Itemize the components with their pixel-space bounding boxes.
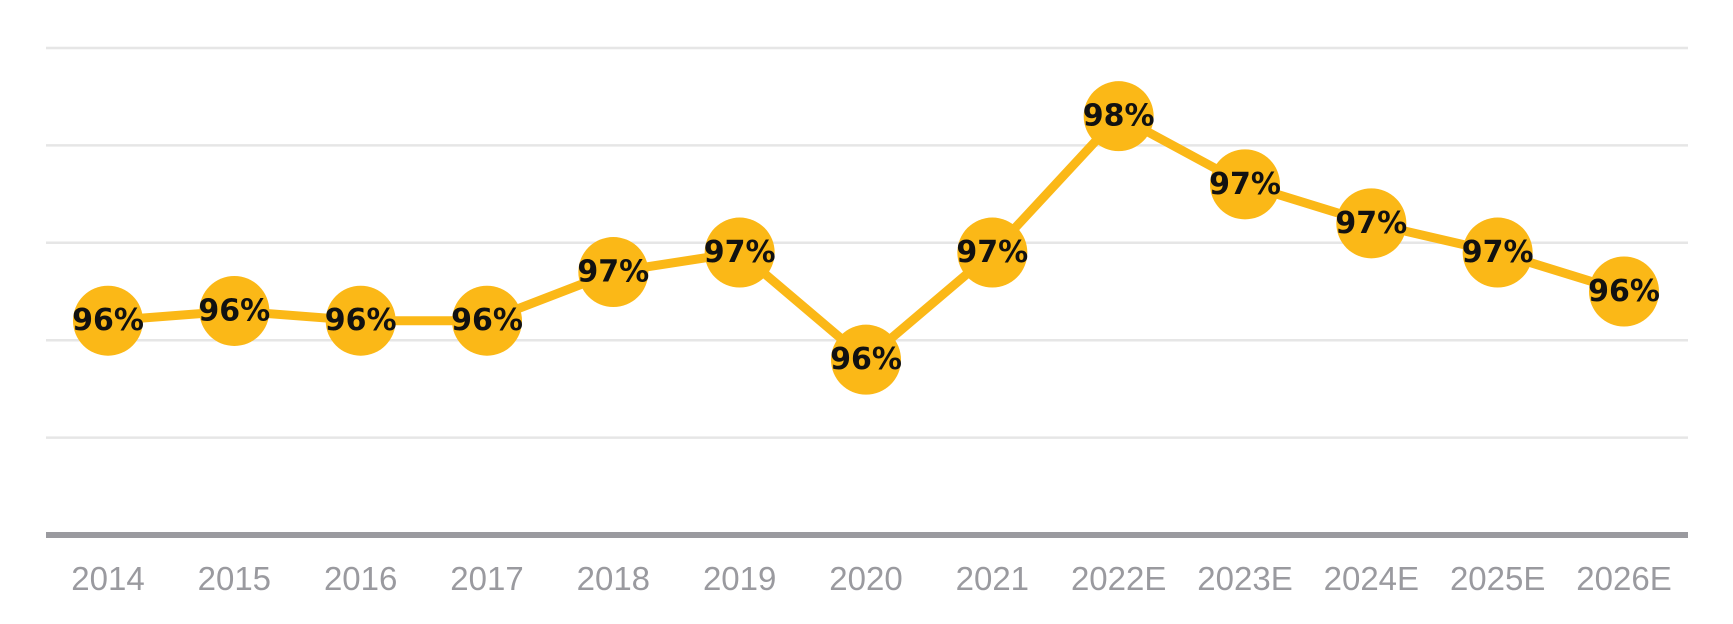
x-axis-tick-labels: 2014 2015 2016 2017 2018 2019 2020 2021 2022E 202… [71, 560, 1671, 597]
grid-lines [46, 46, 1688, 439]
data-label: 96% [830, 342, 902, 377]
x-tick-label: 2026E [1576, 560, 1671, 597]
data-point [199, 275, 270, 346]
data-label: 96% [72, 303, 144, 338]
data-point [1589, 256, 1659, 327]
x-tick-label: 2023E [1197, 560, 1292, 597]
data-point [452, 285, 522, 356]
data-point [957, 217, 1028, 288]
x-tick-label: 2022E [1071, 560, 1166, 597]
data-label: 98% [1083, 99, 1155, 134]
x-tick-label: 2024E [1324, 560, 1419, 597]
x-tick-label: 2018 [577, 560, 650, 597]
x-tick-label: 2015 [198, 560, 271, 597]
data-label: 97% [1462, 235, 1534, 270]
data-label: 96% [325, 303, 397, 338]
data-point [831, 324, 901, 395]
x-tick-label: 2021 [956, 560, 1029, 597]
data-point [578, 237, 649, 308]
data-label: 97% [704, 235, 776, 270]
data-point [73, 285, 143, 356]
data-point [1336, 188, 1407, 259]
data-label: 96% [1588, 274, 1660, 309]
x-tick-label: 2014 [71, 560, 144, 597]
x-tick-label: 2016 [324, 560, 397, 597]
data-label: 97% [1335, 206, 1407, 241]
data-point [1210, 149, 1280, 220]
data-point [1462, 217, 1533, 288]
data-label: 97% [1209, 167, 1281, 202]
x-tick-label: 2020 [829, 560, 902, 597]
data-label: 97% [956, 235, 1028, 270]
x-tick-label: 2025E [1450, 560, 1545, 597]
data-label: 97% [577, 255, 649, 290]
data-points: 96% 96% 96% 96% 97% 97% 96% 97% 98% 97% 97% 97% 96% [72, 81, 1660, 395]
data-label: 96% [451, 303, 523, 338]
data-point [325, 285, 396, 356]
data-point [704, 217, 775, 288]
x-tick-label: 2017 [450, 560, 523, 597]
data-point [1083, 81, 1154, 152]
x-tick-label: 2019 [703, 560, 776, 597]
data-label: 96% [198, 293, 270, 328]
